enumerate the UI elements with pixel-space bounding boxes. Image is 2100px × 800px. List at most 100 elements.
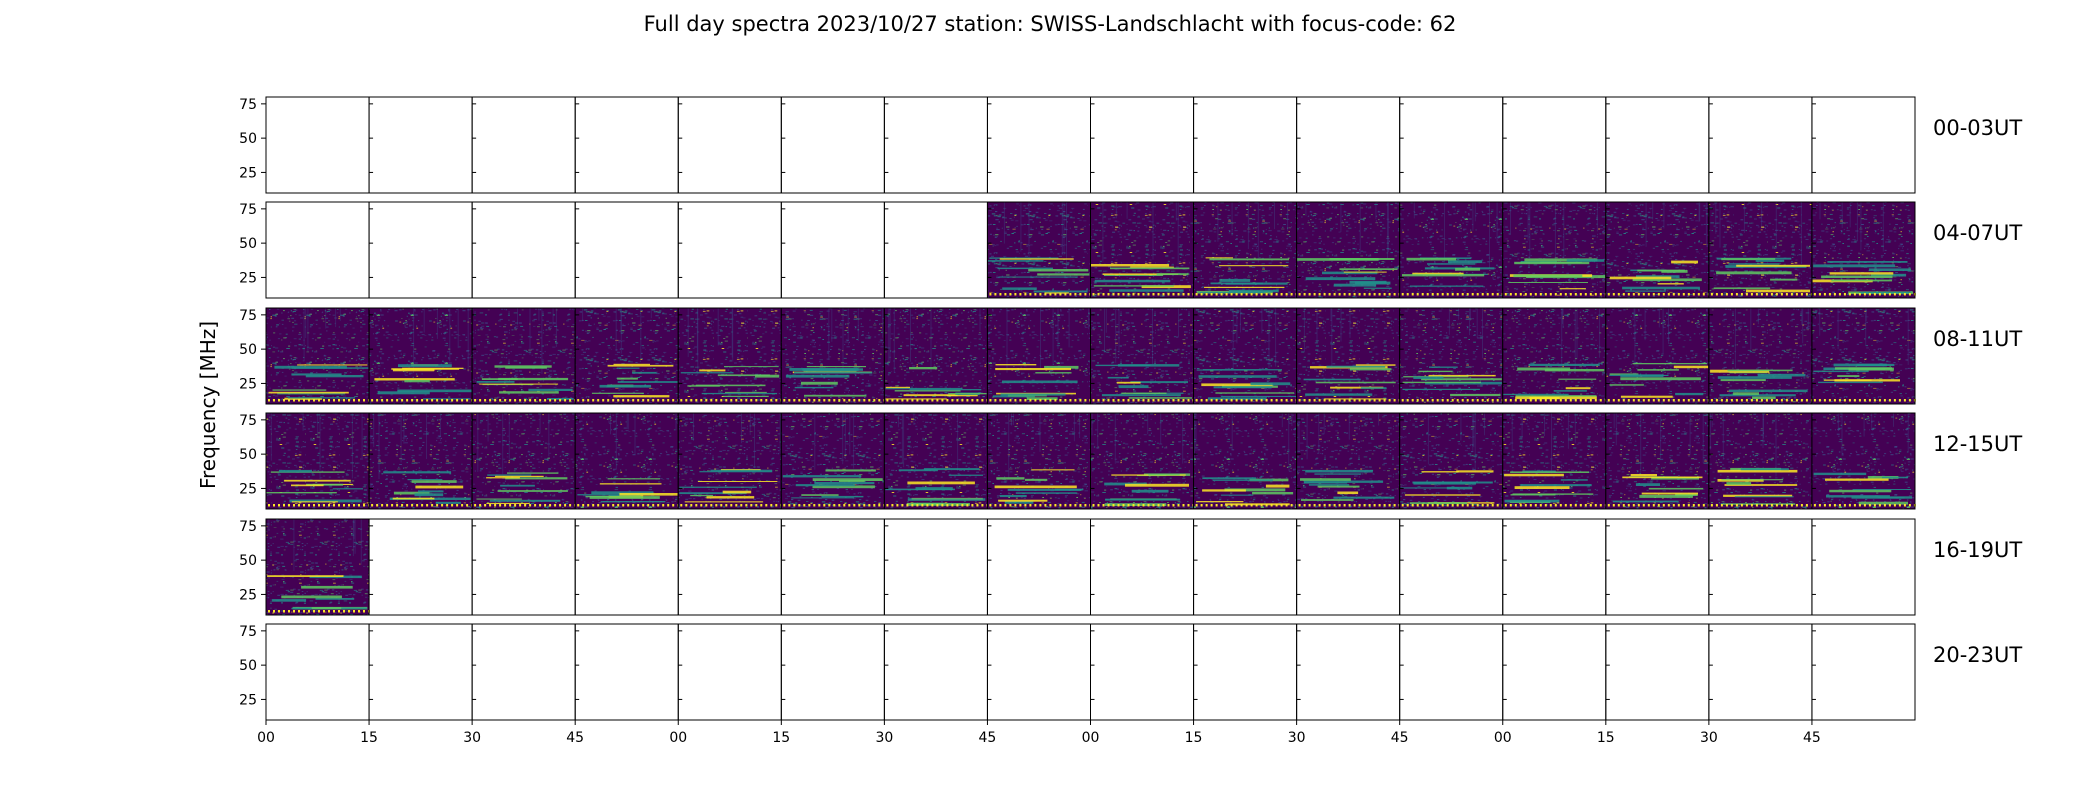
spectrum-burst — [903, 413, 905, 468]
calibration-dot — [1014, 399, 1017, 402]
spectrum-burst — [1194, 413, 1195, 463]
panel-frame — [471, 201, 576, 299]
panel-frame — [1605, 623, 1710, 721]
emission-band — [1026, 397, 1058, 400]
calibration-dot — [1853, 504, 1856, 507]
calibration-dot — [1220, 399, 1223, 402]
spectrum-burst — [1104, 308, 1105, 353]
spectrum-burst — [1644, 308, 1646, 341]
calibration-dot — [1868, 504, 1871, 507]
calibration-dot — [1313, 399, 1316, 402]
spectrum-noise — [1708, 202, 1812, 298]
emission-band — [1813, 472, 1867, 476]
calibration-dot — [602, 399, 605, 402]
emission-band — [1219, 265, 1289, 267]
calibration-dot — [1627, 504, 1630, 507]
spectrum-panel — [780, 518, 885, 616]
calibration-dot — [1034, 504, 1037, 507]
calibration-dot — [1755, 293, 1758, 296]
spectrum-burst — [717, 308, 719, 346]
calibration-dot — [401, 399, 404, 402]
calibration-dot — [798, 399, 801, 402]
spectrum-burst — [1907, 413, 1909, 453]
x-tick-label: 45 — [1803, 730, 1821, 746]
calibration-dot — [1800, 504, 1803, 507]
x-tick-label: 30 — [1288, 730, 1306, 746]
emission-band — [1641, 492, 1698, 495]
emission-band — [1044, 365, 1079, 369]
panel-frame — [368, 96, 473, 194]
y-tick-label: 25 — [239, 165, 257, 181]
emission-band — [613, 395, 670, 398]
calibration-dot — [1373, 293, 1376, 296]
calibration-dot — [1504, 399, 1507, 402]
spectrum-burst — [1008, 413, 1010, 479]
calibration-dot — [1607, 399, 1610, 402]
emission-band — [1425, 381, 1502, 385]
calibration-dot — [1574, 293, 1577, 296]
emission-band — [1829, 272, 1894, 275]
calibration-dot — [755, 504, 758, 507]
emission-band — [599, 483, 662, 485]
calibration-dot — [1813, 293, 1816, 296]
emission-band — [1852, 489, 1912, 490]
calibration-dot — [989, 293, 992, 296]
emission-band — [1360, 387, 1387, 389]
calibration-dot — [1682, 399, 1685, 402]
emission-band — [812, 478, 883, 481]
calibration-dot — [823, 504, 826, 507]
emission-band — [1510, 471, 1589, 473]
calibration-dot — [1205, 399, 1208, 402]
calibration-dot — [1740, 504, 1743, 507]
calibration-dot — [1594, 399, 1597, 402]
calibration-dot — [539, 399, 542, 402]
panel-frame — [265, 623, 370, 721]
calibration-dot — [1735, 293, 1738, 296]
calibration-dot — [1353, 293, 1356, 296]
calibration-dot — [1710, 293, 1713, 296]
spectrum-burst — [1126, 202, 1128, 219]
emission-band — [1720, 379, 1766, 382]
spectrum-burst — [634, 413, 636, 455]
emission-band — [1722, 503, 1796, 505]
calibration-dot — [1290, 399, 1293, 402]
calibration-dot — [1084, 399, 1087, 402]
calibration-dot — [1298, 504, 1301, 507]
emission-band — [814, 481, 875, 485]
emission-band — [1412, 272, 1464, 276]
calibration-dot — [1564, 504, 1567, 507]
calibration-dot — [1195, 504, 1198, 507]
spectrum-burst — [1860, 202, 1862, 251]
emission-band — [1333, 283, 1377, 287]
emission-band — [271, 599, 307, 602]
calibration-dot — [1333, 504, 1336, 507]
calibration-dot — [1873, 293, 1876, 296]
calibration-dot — [1162, 504, 1165, 507]
calibration-dot — [318, 610, 320, 613]
calibration-dot — [715, 399, 718, 402]
spectrum-burst — [1375, 202, 1377, 220]
calibration-dot — [1167, 293, 1170, 296]
emission-band — [1004, 500, 1034, 504]
calibration-dot — [1157, 293, 1160, 296]
calibration-dot — [1177, 293, 1180, 296]
calibration-dot — [1205, 293, 1208, 296]
calibration-dot — [1044, 504, 1047, 507]
calibration-dot — [1599, 293, 1602, 296]
calibration-dot — [1848, 399, 1851, 402]
spectrum-panel — [986, 201, 1092, 299]
calibration-dot — [353, 399, 355, 402]
calibration-dot — [725, 399, 728, 402]
calibration-dot — [1524, 293, 1527, 296]
spectrum-burst — [1699, 202, 1701, 221]
spectrum-burst — [1275, 308, 1277, 367]
calibration-dot — [1456, 504, 1459, 507]
spectrum-burst — [1323, 413, 1325, 435]
calibration-dot — [411, 504, 414, 507]
calibration-dot — [1102, 504, 1105, 507]
calibration-dot — [1401, 504, 1404, 507]
spectrum-burst — [1800, 202, 1802, 264]
emission-band — [1450, 393, 1501, 397]
spectrum-burst — [1413, 202, 1415, 219]
calibration-dot — [1069, 399, 1072, 402]
